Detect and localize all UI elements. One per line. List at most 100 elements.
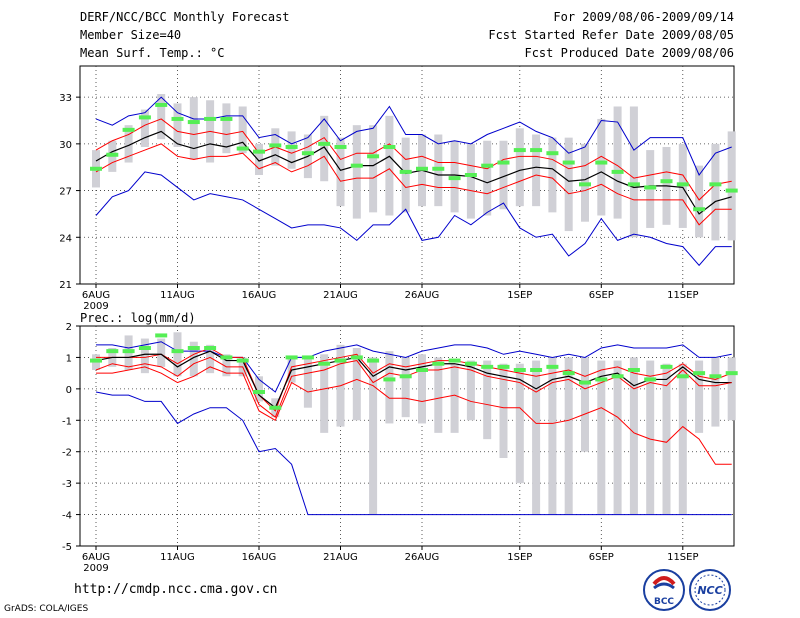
spread-box	[662, 363, 671, 515]
median-marker	[334, 358, 347, 363]
median-marker	[481, 163, 494, 168]
median-marker	[644, 185, 657, 190]
y-tick-label: 27	[59, 187, 72, 198]
median-marker	[269, 143, 282, 148]
median-marker	[318, 141, 331, 146]
spread-box	[646, 360, 655, 515]
median-marker	[350, 355, 363, 360]
median-marker	[269, 405, 282, 410]
median-marker	[464, 173, 477, 177]
median-marker	[220, 355, 233, 360]
median-marker	[693, 371, 706, 376]
median-marker	[448, 358, 461, 363]
median-marker	[122, 349, 135, 354]
spread-box	[173, 332, 182, 377]
spread-box	[222, 103, 231, 154]
x-tick-label: 6AUG	[82, 290, 110, 301]
x-tick-label: 6SEP	[589, 290, 614, 301]
median-marker	[416, 368, 428, 372]
spread-box	[173, 103, 182, 147]
median-marker	[220, 116, 233, 121]
spread-box	[483, 140, 492, 216]
spread-box	[140, 338, 149, 374]
x-tick-label: 26AUG	[405, 552, 440, 563]
y-tick-label: 30	[59, 140, 72, 151]
median-marker	[171, 116, 184, 121]
series-line-mean	[95, 130, 732, 215]
median-marker	[497, 160, 510, 165]
spread-box	[206, 344, 215, 374]
x-year-label: 2009	[83, 563, 108, 574]
series-line-max	[95, 96, 732, 176]
median-marker	[187, 346, 200, 350]
spread-box	[564, 137, 573, 232]
median-marker	[367, 154, 380, 159]
y-tick-label: -4	[62, 511, 72, 522]
x-tick-label: 6SEP	[589, 552, 614, 563]
x-tick-label: 1SEP	[507, 552, 532, 563]
spread-box	[401, 137, 410, 213]
median-marker	[253, 390, 265, 394]
member-size-label: Member Size=40	[80, 28, 182, 42]
median-marker	[709, 182, 722, 187]
spread-box	[124, 125, 133, 163]
median-marker	[676, 374, 689, 379]
median-marker	[513, 368, 526, 372]
produced-date-label: Fcst Produced Date 2009/08/06	[524, 46, 734, 60]
spread-box	[597, 118, 606, 216]
spread-box	[303, 357, 312, 408]
median-marker	[579, 182, 591, 187]
median-marker	[90, 358, 102, 363]
x-tick-label: 21AUG	[323, 552, 358, 563]
website-url: http://cmdp.ncc.cma.gov.cn	[74, 582, 278, 597]
spread-box	[189, 97, 198, 160]
spread-box	[369, 125, 378, 213]
median-marker	[399, 169, 412, 174]
spread-box	[336, 137, 345, 207]
median-marker	[595, 377, 608, 382]
x-tick-label: 26AUG	[405, 290, 440, 301]
spread-box	[711, 357, 720, 427]
series-line-min	[95, 171, 732, 267]
grads-credit: GrADS: COLA/IGES	[4, 604, 89, 614]
median-marker	[383, 377, 396, 382]
x-tick-label: 11SEP	[667, 552, 698, 563]
chart-panel-1: 21 24 27 30 33 6AUG 11AUG 16AUG 21AUG 26AUG 1SEP 6S…	[59, 65, 738, 312]
median-marker	[546, 151, 559, 156]
median-marker	[530, 148, 543, 153]
spread-box	[320, 115, 329, 182]
series-line-min_member	[96, 366, 732, 465]
series-line-upper_member	[95, 118, 732, 201]
y-tick-label: 33	[59, 93, 72, 104]
x-year-label: 2009	[83, 301, 108, 312]
variable-label: Mean Surf. Temp.: °C	[80, 46, 225, 60]
precip-panel-title: Prec.: log(mm/d)	[80, 311, 196, 325]
y-tick-label: -3	[62, 479, 72, 490]
series-line-lower_member	[95, 143, 732, 226]
spread-box	[532, 360, 541, 515]
median-marker	[122, 127, 135, 132]
forecast-period-label: For 2009/08/06-2009/09/14	[553, 10, 734, 24]
bcc-logo: BCC	[643, 569, 685, 611]
median-marker	[350, 163, 363, 168]
bcc-logo-text: BCC	[654, 597, 674, 607]
spread-box	[483, 360, 492, 440]
median-marker	[367, 358, 380, 363]
y-tick-label: 2	[66, 322, 72, 333]
spread-box	[287, 131, 296, 169]
median-marker	[725, 188, 738, 193]
x-tick-label: 16AUG	[242, 290, 277, 301]
median-marker	[611, 169, 624, 174]
spread-box	[352, 348, 361, 421]
median-marker	[171, 349, 184, 354]
median-marker	[579, 380, 591, 385]
spread-box	[466, 143, 475, 219]
median-marker	[432, 166, 445, 171]
median-marker	[562, 160, 575, 165]
median-marker	[138, 115, 151, 120]
spread-box	[255, 143, 263, 175]
median-marker	[693, 207, 706, 212]
y-tick-label: -5	[62, 542, 72, 553]
